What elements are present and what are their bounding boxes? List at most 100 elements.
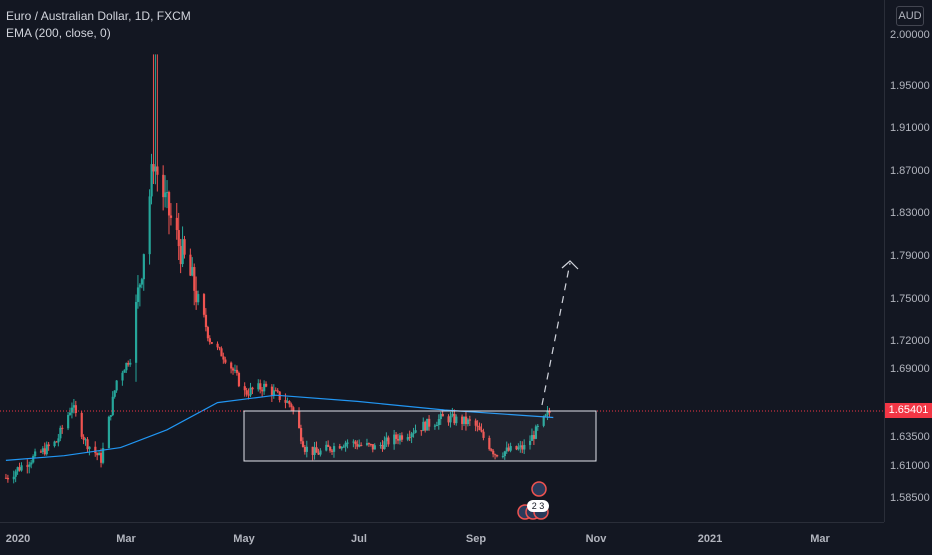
candle: [468, 415, 472, 426]
candle: [428, 415, 431, 431]
candle-body: [197, 294, 200, 303]
candle-body: [331, 450, 334, 452]
indicator-title[interactable]: EMA (200, close, 0): [6, 26, 111, 40]
candle-body: [88, 446, 91, 450]
candle-body: [276, 390, 279, 392]
candle-body: [249, 387, 252, 396]
price-tick-label: 1.75000: [890, 293, 930, 305]
candle-body: [195, 290, 198, 303]
candle-body: [494, 454, 497, 456]
candle-body: [115, 380, 118, 391]
candle: [439, 411, 442, 425]
candle-body: [224, 359, 227, 363]
candle: [426, 418, 429, 431]
candle-body: [84, 439, 87, 441]
candle-body: [140, 279, 144, 285]
candle-body: [303, 446, 307, 452]
candle-body: [265, 383, 268, 387]
candle: [422, 417, 425, 431]
candle-body: [410, 433, 413, 438]
candle-body: [344, 442, 347, 447]
candle-body: [397, 438, 400, 441]
candle-body: [474, 420, 477, 426]
candle: [113, 390, 116, 399]
candle-body: [466, 419, 470, 425]
candle: [474, 418, 477, 432]
candle-body: [387, 437, 390, 445]
candle: [41, 446, 45, 455]
candle-body: [16, 467, 19, 472]
candle: [177, 212, 180, 261]
candle: [379, 442, 382, 449]
candle-body: [447, 416, 450, 423]
candle: [222, 352, 225, 364]
candle: [290, 402, 293, 411]
candle-body: [183, 239, 186, 255]
price-tick-label: 1.63500: [890, 431, 930, 443]
time-axis: 2020 Mar May Jul Sep Nov 2021 Mar: [6, 533, 831, 545]
candle-body: [129, 362, 132, 365]
candle-body: [127, 362, 130, 365]
candle-body: [451, 413, 454, 416]
candle-body: [43, 448, 46, 455]
candle: [197, 290, 200, 306]
candle-body: [148, 196, 151, 255]
candle: [265, 381, 268, 388]
candle-body: [164, 192, 167, 198]
candle-body: [420, 430, 423, 432]
candle: [276, 388, 279, 394]
currency-badge[interactable]: AUD: [896, 6, 924, 26]
candle: [154, 54, 157, 185]
candle-body: [136, 287, 140, 302]
candle: [367, 442, 371, 447]
candle-body: [373, 445, 376, 450]
range-box[interactable]: [243, 410, 597, 462]
candle: [315, 441, 318, 453]
candle-body: [482, 431, 485, 438]
price-tick-label: 1.69000: [890, 363, 930, 375]
time-tick-label: Jul: [351, 533, 367, 545]
candle-body: [338, 446, 341, 449]
event-icon[interactable]: [531, 481, 547, 497]
candle: [400, 432, 404, 443]
time-tick-label: 2021: [698, 533, 722, 545]
candle: [195, 276, 198, 310]
candle: [383, 436, 386, 450]
candle-body: [55, 441, 58, 443]
candle: [332, 442, 336, 458]
candle-body: [53, 441, 56, 447]
candle: [34, 448, 37, 458]
candle: [237, 371, 241, 388]
candle: [503, 450, 506, 460]
candle: [365, 438, 369, 447]
candle: [96, 452, 99, 461]
candle-body: [101, 448, 105, 463]
candle: [74, 400, 78, 417]
candle-body: [412, 432, 415, 434]
candle-body: [189, 254, 192, 276]
candle: [354, 439, 357, 449]
candle: [476, 420, 479, 432]
candle-body: [123, 370, 126, 373]
candle-body: [464, 416, 468, 425]
projection-arrow[interactable]: [541, 262, 571, 406]
candle-body: [94, 446, 97, 454]
candle-body: [284, 399, 287, 403]
candle-body: [439, 414, 442, 420]
event-count-badge[interactable]: [527, 500, 549, 512]
candle: [397, 433, 400, 445]
candle-body: [393, 434, 396, 445]
candle: [210, 341, 213, 345]
symbol-title[interactable]: Euro / Australian Dollar, 1D, FXCM: [6, 9, 191, 23]
candle: [340, 446, 343, 451]
chart-legend[interactable]: Euro / Australian Dollar, 1D, FXCM EMA (…: [6, 8, 191, 42]
candle: [515, 445, 518, 451]
candle: [387, 435, 390, 447]
candle-body: [218, 347, 221, 349]
event-badges[interactable]: 2 3: [517, 481, 549, 520]
candle-body: [111, 396, 114, 416]
candle-body: [14, 471, 17, 477]
candle: [26, 459, 29, 474]
